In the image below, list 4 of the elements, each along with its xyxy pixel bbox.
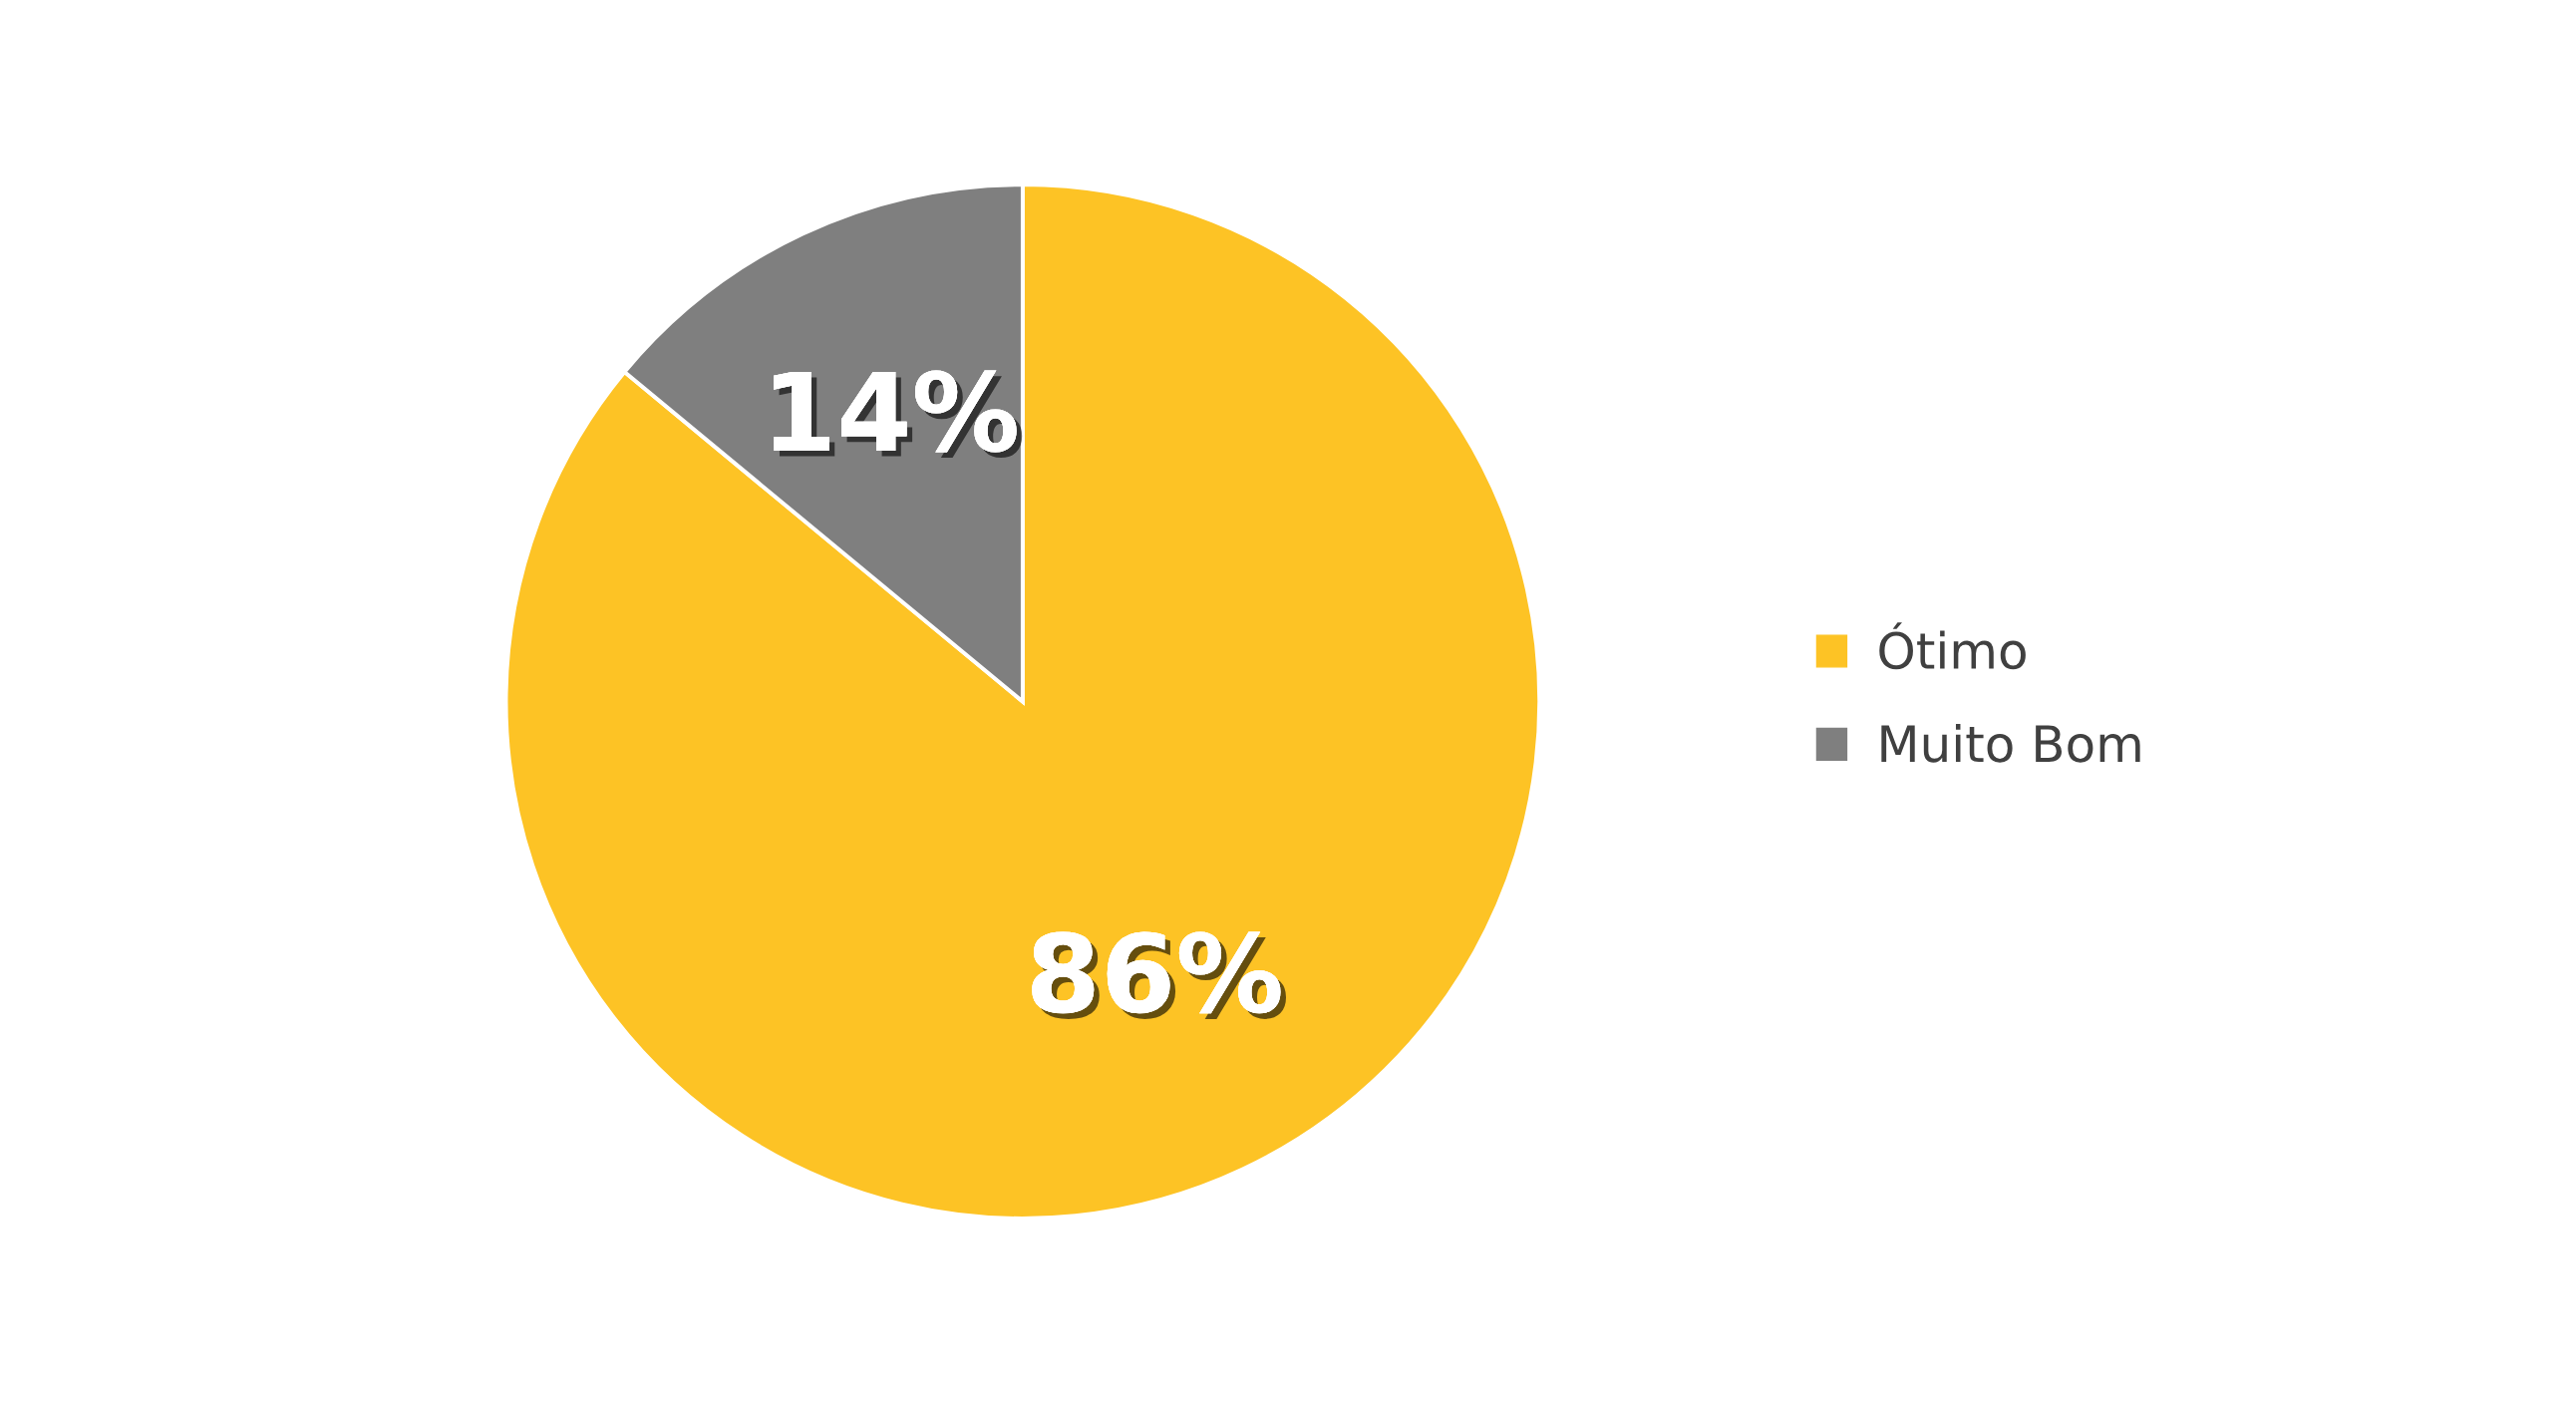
legend-label: Muito Bom <box>1881 724 2140 763</box>
data-label: 14% <box>774 370 1023 459</box>
data-label: 86% <box>1032 931 1287 1019</box>
legend-label: Ótimo <box>1879 622 2026 670</box>
